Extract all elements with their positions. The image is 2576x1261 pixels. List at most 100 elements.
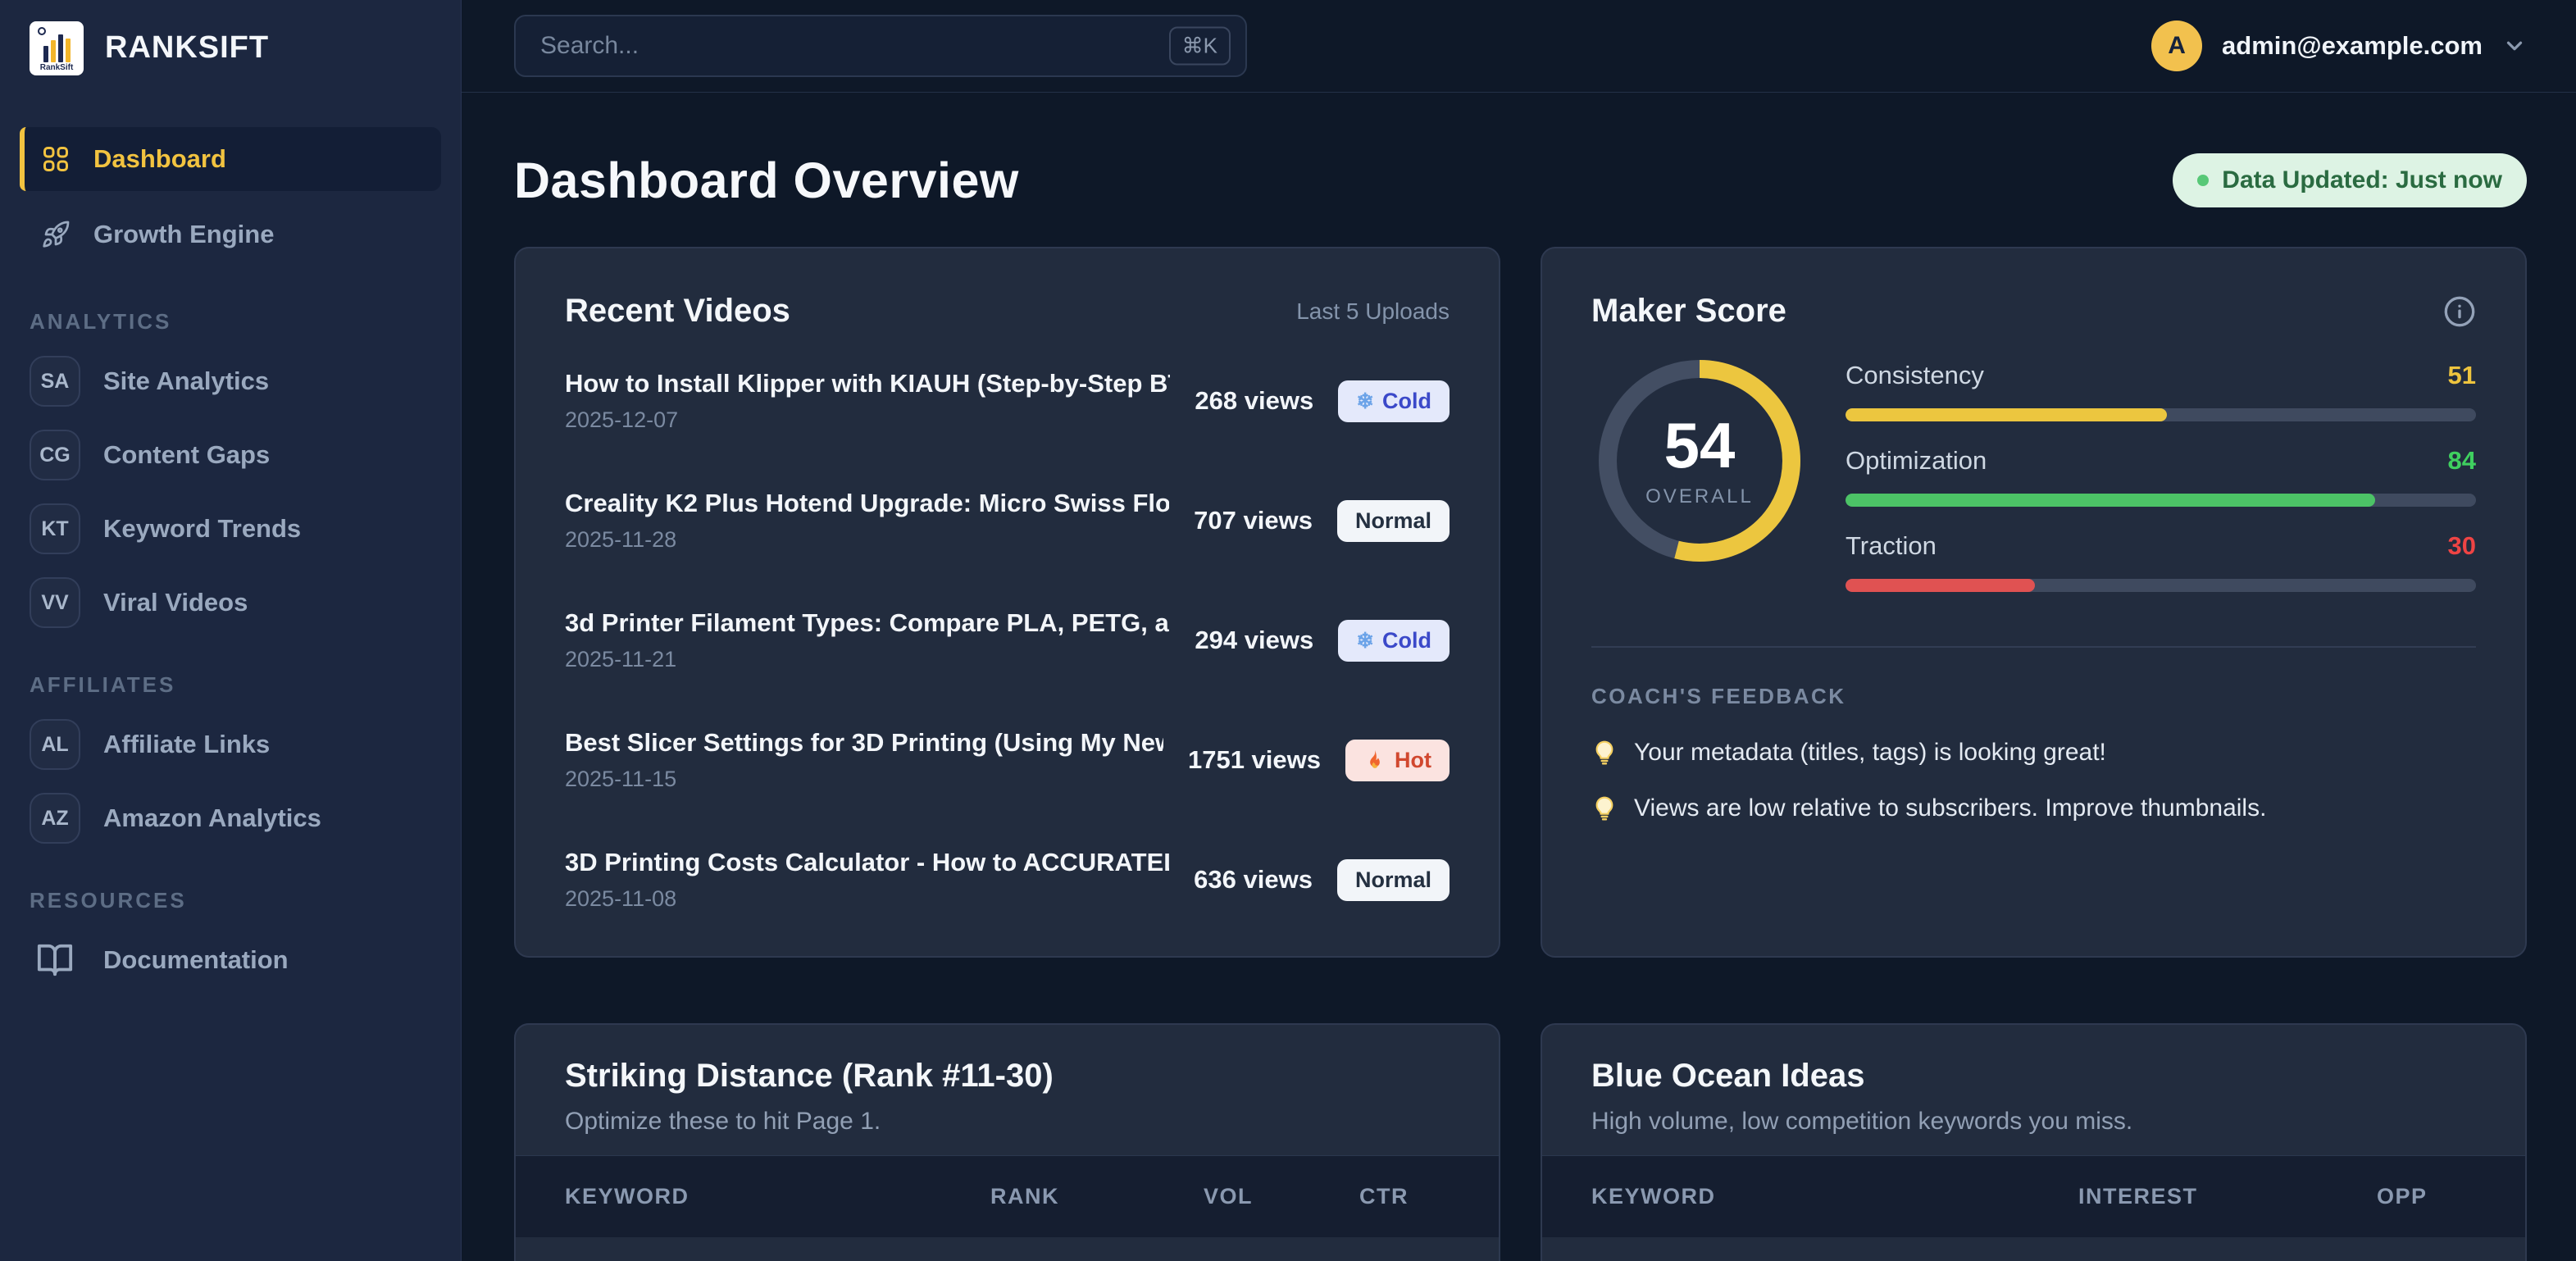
column-header-keyword: KEYWORD	[565, 1184, 690, 1209]
badge-label: Cold	[1382, 388, 1431, 413]
maker-score-title: Maker Score	[1591, 293, 1786, 329]
striking-distance-table-header: KEYWORD RANK VOL CTR	[516, 1155, 1499, 1237]
video-date: 2025-11-15	[565, 767, 677, 791]
data-updated-badge: Data Updated: Just now	[2173, 153, 2527, 207]
sidebar-item-dashboard[interactable]: Dashboard	[20, 127, 441, 191]
nav-item-label: Affiliate Links	[103, 730, 271, 758]
section-title-affiliates: AFFILIATES	[30, 672, 176, 697]
video-views: 294 views	[1195, 626, 1314, 654]
nav-item-label: Site Analytics	[103, 366, 270, 395]
section-title-analytics: ANALYTICS	[30, 309, 172, 334]
recent-videos-subtitle: Last 5 Uploads	[1296, 298, 1450, 324]
metric-consistency: Consistency 51	[1846, 361, 2476, 421]
overall-score-gauge: 54 OVERALL	[1591, 353, 1808, 569]
column-header-keyword: KEYWORD	[1591, 1184, 1716, 1209]
metric-label: Consistency	[1846, 361, 1984, 389]
abbr-badge: SA	[30, 356, 80, 407]
snowflake-icon: ❄	[1356, 628, 1374, 653]
avatar: A	[2151, 20, 2203, 71]
feedback-item: Your metadata (titles, tags) is looking …	[1591, 739, 2476, 767]
blue-ocean-table-header: KEYWORD INTEREST OPP	[1542, 1155, 2525, 1237]
lightbulb-icon	[1591, 795, 1618, 822]
video-views: 707 views	[1194, 506, 1313, 535]
brand[interactable]: RankSift RANKSIFT	[20, 0, 441, 93]
bar-chart-icon	[43, 34, 71, 62]
abbr-badge: KT	[30, 503, 80, 554]
logo-caption: RankSift	[39, 62, 74, 72]
sidebar-item-affiliate-links[interactable]: AL Affiliate Links	[21, 717, 439, 772]
page-title: Dashboard Overview	[514, 153, 1019, 208]
user-menu[interactable]: A admin@example.com	[2151, 20, 2527, 71]
blue-ocean-card: Blue Ocean Ideas High volume, low compet…	[1541, 1023, 2527, 1261]
nav-item-label: Content Gaps	[103, 440, 271, 469]
sidebar-item-viral-videos[interactable]: VV Viral Videos	[21, 576, 439, 630]
section-title-resources: RESOURCES	[30, 888, 187, 913]
column-header-vol: VOL	[1204, 1184, 1254, 1209]
nav-sections: ANALYTICS SA Site Analytics CG Content G…	[20, 309, 441, 987]
coach-feedback-title: COACH'S FEEDBACK	[1591, 684, 1846, 708]
badge-label: Hot	[1395, 747, 1431, 772]
flame-icon	[1363, 749, 1386, 772]
metric-label: Optimization	[1846, 446, 1987, 475]
video-row[interactable]: 3D Printing Costs Calculator - How to AC…	[565, 848, 1450, 912]
striking-distance-subtitle: Optimize these to hit Page 1.	[565, 1108, 881, 1135]
video-status-badge: Hot	[1345, 739, 1450, 781]
brand-name: RANKSIFT	[105, 30, 270, 65]
video-status-badge: Normal	[1336, 499, 1450, 542]
video-views: 268 views	[1195, 386, 1314, 415]
metric-bar-fill	[1846, 494, 2375, 507]
grid-icon	[41, 144, 71, 174]
sidebar-item-site-analytics[interactable]: SA Site Analytics	[21, 354, 439, 408]
abbr-badge: VV	[30, 577, 80, 628]
striking-distance-table-body	[516, 1237, 1499, 1261]
video-title: 3d Printer Filament Types: Compare PLA, …	[565, 608, 1171, 637]
topbar: ⌘K A admin@example.com	[462, 0, 2576, 93]
book-icon	[36, 941, 74, 979]
video-views: 636 views	[1194, 865, 1313, 894]
divider	[1591, 646, 2476, 648]
metric-bar-fill	[1846, 579, 2035, 592]
blue-ocean-table-body	[1542, 1237, 2525, 1261]
column-header-rank: RANK	[990, 1184, 1059, 1209]
info-icon[interactable]	[2443, 295, 2476, 328]
abbr-badge: CG	[30, 430, 80, 480]
video-row[interactable]: 3d Printer Filament Types: Compare PLA, …	[565, 608, 1450, 672]
feedback-text: Views are low relative to subscribers. I…	[1634, 794, 2267, 822]
nav-item-label: Documentation	[103, 945, 289, 974]
brand-logo-icon: RankSift	[30, 20, 84, 75]
recent-videos-card: Recent Videos Last 5 Uploads How to Inst…	[514, 247, 1500, 958]
video-status-badge: ❄ Cold	[1338, 619, 1450, 662]
abbr-badge: AZ	[30, 793, 80, 844]
sidebar-item-documentation[interactable]: Documentation	[21, 933, 439, 987]
sidebar-item-keyword-trends[interactable]: KT Keyword Trends	[21, 502, 439, 556]
video-date: 2025-11-28	[565, 527, 677, 552]
user-email: admin@example.com	[2222, 31, 2483, 60]
video-row[interactable]: Best Slicer Settings for 3D Printing (Us…	[565, 728, 1450, 792]
video-row[interactable]: Creality K2 Plus Hotend Upgrade: Micro S…	[565, 489, 1450, 553]
video-status-badge: Normal	[1336, 858, 1450, 901]
striking-distance-card: Striking Distance (Rank #11-30) Optimize…	[514, 1023, 1500, 1261]
main-area: ⌘K A admin@example.com Dashboard Overvie…	[462, 0, 2576, 1261]
metric-value: 51	[2447, 361, 2476, 389]
blue-ocean-subtitle: High volume, low competition keywords yo…	[1591, 1108, 2133, 1135]
primary-nav: Dashboard Growth Engine	[20, 127, 441, 266]
metric-bar-track	[1846, 408, 2476, 421]
snowflake-icon: ❄	[1356, 389, 1374, 413]
sidebar-item-amazon-analytics[interactable]: AZ Amazon Analytics	[21, 791, 439, 845]
sidebar-item-content-gaps[interactable]: CG Content Gaps	[21, 428, 439, 482]
lightbulb-icon	[1591, 740, 1618, 766]
search-wrap: ⌘K	[514, 15, 1247, 77]
maker-score-card: Maker Score 54 OVERALL	[1541, 247, 2527, 958]
badge-label: Cold	[1382, 627, 1431, 653]
blue-ocean-title: Blue Ocean Ideas	[1591, 1058, 1865, 1094]
chevron-down-icon	[2502, 34, 2527, 58]
badge-label: Normal	[1354, 508, 1431, 533]
sidebar-item-growth-engine[interactable]: Growth Engine	[20, 203, 441, 266]
metric-bar-track	[1846, 494, 2476, 507]
abbr-badge: AL	[30, 719, 80, 770]
recent-videos-title: Recent Videos	[565, 293, 790, 329]
metric-label: Traction	[1846, 531, 1937, 560]
video-list: How to Install Klipper with KIAUH (Step-…	[565, 369, 1450, 912]
search-input[interactable]	[514, 15, 1247, 77]
video-row[interactable]: How to Install Klipper with KIAUH (Step-…	[565, 369, 1450, 433]
